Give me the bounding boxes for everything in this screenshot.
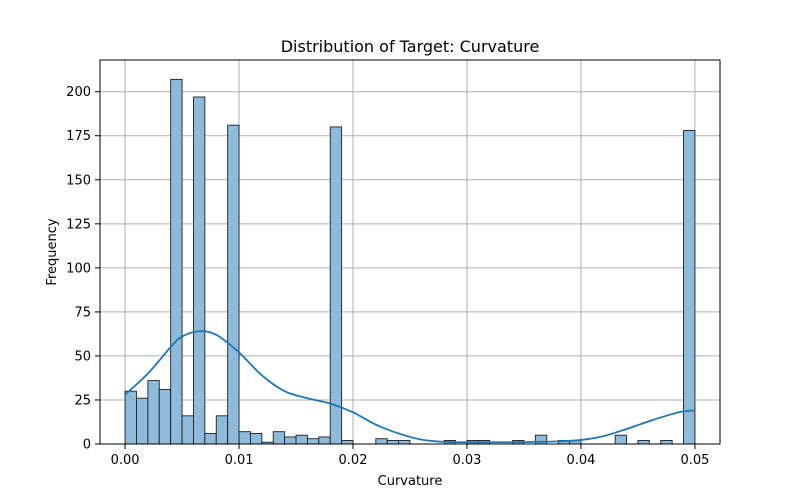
histogram-bar — [683, 130, 696, 445]
histogram-bar — [660, 440, 673, 445]
histogram-bar — [124, 390, 137, 445]
histogram-bar — [398, 440, 411, 445]
histogram-bar — [193, 96, 206, 445]
histogram-bar — [375, 438, 388, 445]
histogram-bar — [637, 440, 650, 445]
histogram-bar — [386, 440, 400, 445]
kde-line — [124, 330, 695, 444]
y-tick-label: 0 — [83, 438, 91, 453]
x-axis-ticks: 0.00 0.01 0.02 0.03 0.04 0.05 — [111, 444, 709, 468]
chart-title: Distribution of Target: Curvature — [281, 37, 540, 56]
y-axis-ticks: 0 25 50 75 100 125 150 175 200 — [66, 85, 100, 453]
bars — [124, 78, 696, 445]
histogram-bar — [204, 432, 217, 445]
histogram-bar — [295, 434, 308, 445]
histogram-bar — [318, 436, 331, 445]
x-tick-label: 0.02 — [339, 453, 368, 468]
histogram-bar — [306, 438, 320, 445]
histogram-bar — [329, 126, 343, 445]
y-tick-label: 150 — [66, 173, 91, 188]
y-axis-label: Frequency — [45, 218, 60, 285]
histogram-bar — [272, 431, 286, 445]
histogram-bar — [249, 432, 263, 445]
histogram-bar — [614, 434, 627, 445]
grid-lines — [100, 60, 720, 445]
histogram-bar — [170, 78, 183, 445]
y-tick-label: 100 — [66, 261, 91, 276]
x-tick-label: 0.04 — [566, 453, 595, 468]
y-tick-label: 75 — [74, 305, 91, 320]
x-axis-label: Curvature — [378, 474, 443, 489]
y-tick-label: 175 — [66, 129, 91, 144]
histogram-bar — [136, 397, 149, 445]
histogram-bar — [215, 415, 229, 445]
histogram-bar — [158, 388, 172, 445]
x-tick-label: 0.00 — [111, 453, 140, 468]
y-tick-label: 200 — [66, 85, 91, 100]
histogram-bar — [238, 431, 251, 445]
plot-frame — [99, 59, 721, 445]
histogram-bar — [181, 415, 194, 445]
y-tick-label: 50 — [74, 349, 91, 364]
x-tick-label: 0.05 — [680, 453, 709, 468]
histogram-bar — [341, 440, 354, 445]
y-tick-label: 125 — [66, 217, 91, 232]
histogram-bar — [147, 380, 160, 445]
y-tick-label: 25 — [74, 393, 91, 408]
histogram-bar — [284, 436, 297, 445]
histogram-bar — [227, 124, 240, 445]
x-tick-label: 0.01 — [225, 453, 254, 468]
kde-curve — [124, 330, 695, 444]
x-tick-label: 0.03 — [453, 453, 482, 468]
